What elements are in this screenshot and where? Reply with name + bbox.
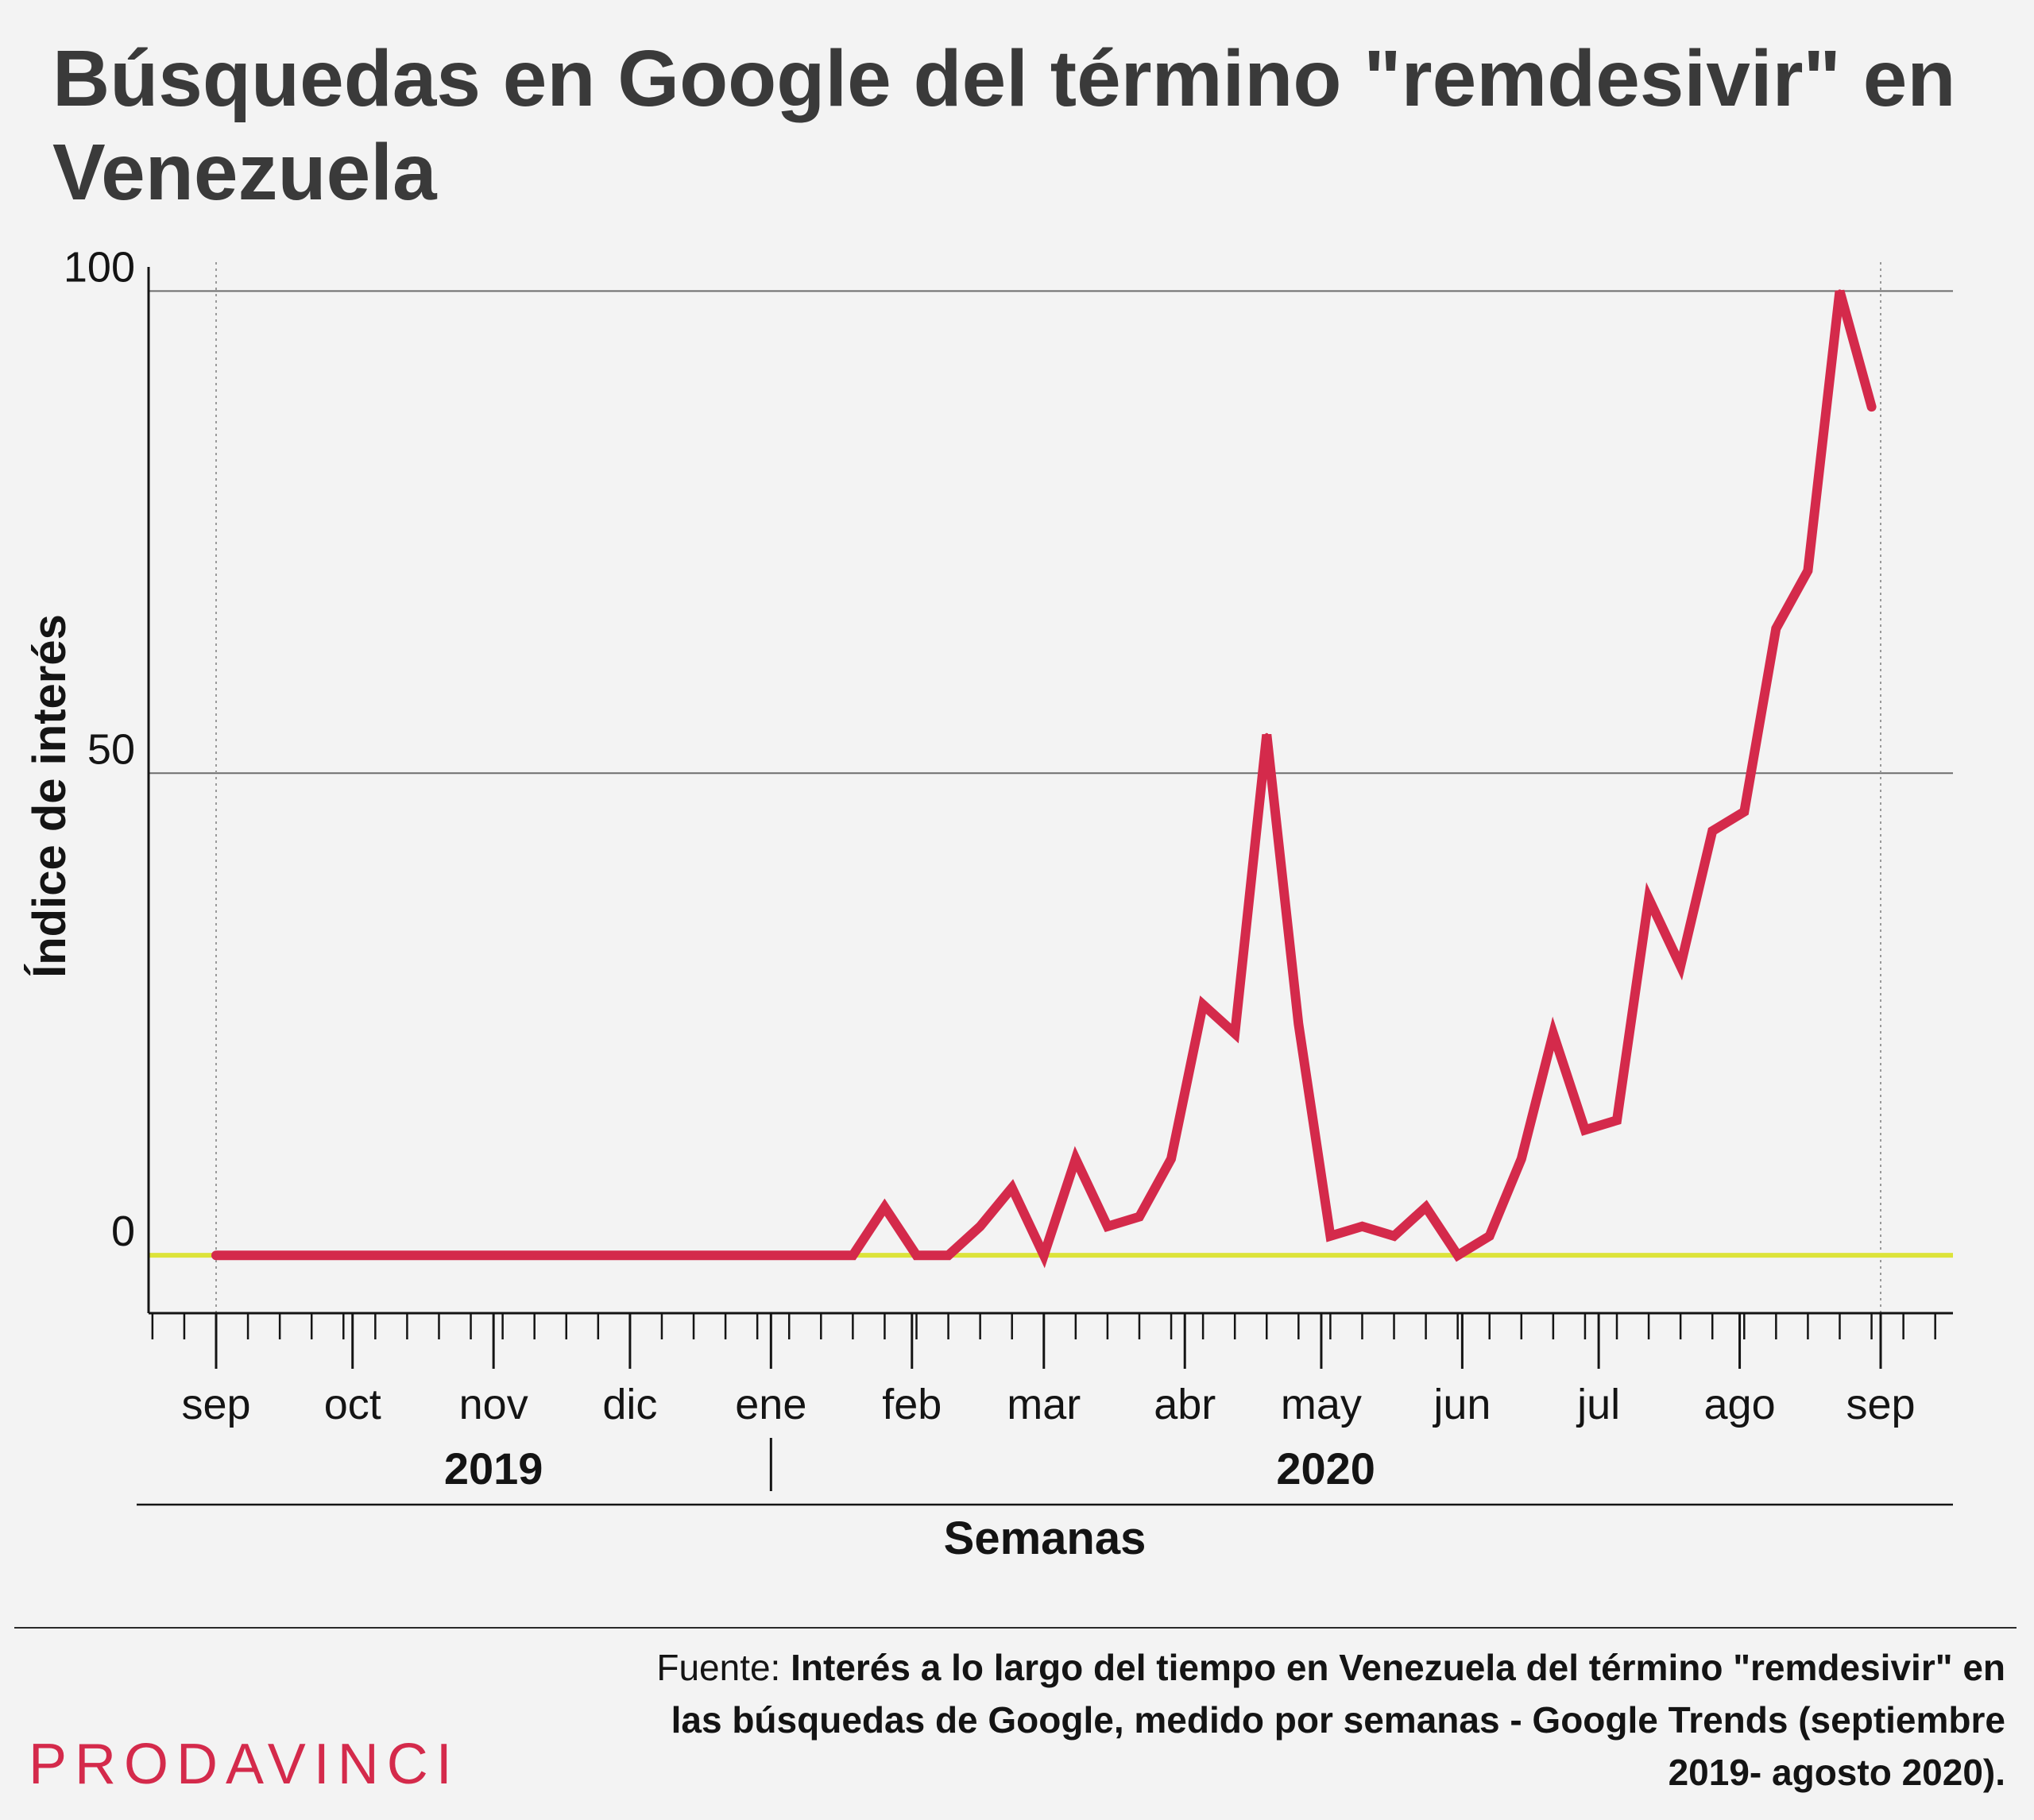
y-tick-label: 100 [64,243,135,291]
gridlines [149,262,1953,1313]
data-point [946,1254,950,1258]
data-point [1424,1205,1428,1209]
axis-labels: sep oct nov dic ene feb mar abr may jun jul ago sep 0… [64,243,1916,1493]
data-point [819,1254,823,1258]
data-point [1392,1234,1396,1238]
data-point [1010,1186,1014,1190]
prodavinci-logo: PRODAVINCI [29,1733,460,1796]
data-point [1742,810,1746,813]
data-point [883,1205,887,1209]
page-title: Búsquedas en Google del término "remdesi… [52,34,1956,217]
data-point [787,1254,791,1258]
data-point [1170,1157,1174,1161]
data-point [851,1254,855,1258]
x-tick-label: ago [1704,1381,1776,1428]
footer-divider [14,1627,2017,1629]
data-point [724,1254,728,1258]
data-point [1647,897,1651,901]
data-point [1360,1224,1364,1228]
data-point [310,1254,314,1258]
data-point [915,1254,918,1258]
year-label: 2020 [1276,1443,1375,1493]
series [211,289,1877,1269]
data-point [1137,1215,1141,1219]
y-tick-label: 0 [111,1208,135,1255]
data-point [1105,1224,1109,1228]
data-point [1870,405,1874,409]
data-point [1042,1254,1046,1258]
data-point [1487,1234,1491,1238]
data-point [246,1254,250,1258]
x-tick-label: sep [1846,1381,1915,1428]
year-label: 2019 [444,1443,543,1493]
data-point [501,1254,505,1258]
data-point [1328,1234,1332,1238]
x-tick-label: sep [181,1381,250,1428]
data-point [1297,1022,1301,1026]
data-point [342,1254,346,1258]
data-point [756,1254,760,1258]
data-point [1456,1254,1460,1258]
data-point [1838,289,1842,293]
source-prefix: Fuente: [656,1647,791,1688]
data-point [532,1254,536,1258]
x-tick-label: feb [882,1381,942,1428]
data-point [978,1224,982,1228]
data-point [1774,627,1778,631]
x-tick-label: may [1281,1381,1362,1428]
data-point [1711,829,1715,833]
data-point [1679,964,1683,968]
data-point [564,1254,568,1258]
data-point [1073,1157,1077,1161]
data-point [469,1254,473,1258]
x-tick-label: dic [602,1381,657,1428]
x-tick-label: nov [459,1381,528,1428]
data-point [692,1254,696,1258]
x-tick-label: abr [1154,1381,1216,1428]
data-point [596,1254,600,1258]
data-point [1233,1032,1237,1036]
data-point [628,1254,632,1258]
data-point [659,1254,663,1258]
x-tick-label: ene [735,1381,806,1428]
axes [137,267,1953,1506]
source-note: Fuente: Interés a lo largo del tiempo en… [655,1641,2005,1799]
y-tick-label: 50 [87,725,135,773]
x-tick-label: jul [1576,1381,1620,1428]
x-tick-label: mar [1007,1381,1081,1428]
data-point [1583,1128,1587,1132]
data-point [1265,732,1269,736]
data-point [437,1254,441,1258]
data-point [1806,569,1810,573]
data-point [1519,1157,1523,1161]
data-point [1551,1032,1555,1036]
y-axis-title: Índice de interés [24,614,75,978]
data-point [373,1254,377,1258]
data-point [405,1254,409,1258]
data-point [1201,1003,1205,1007]
x-axis-title: Semanas [944,1513,1147,1564]
data-point [1615,1119,1619,1123]
x-tick-label: oct [324,1381,381,1428]
source-text: Interés a lo largo del tiempo en Venezue… [671,1647,2005,1793]
data-point [215,1254,218,1258]
chart: sep oct nov dic ene feb mar abr may jun jul ago sep 0… [24,243,1953,1564]
x-tick-label: jun [1432,1381,1491,1428]
data-point [278,1254,282,1258]
